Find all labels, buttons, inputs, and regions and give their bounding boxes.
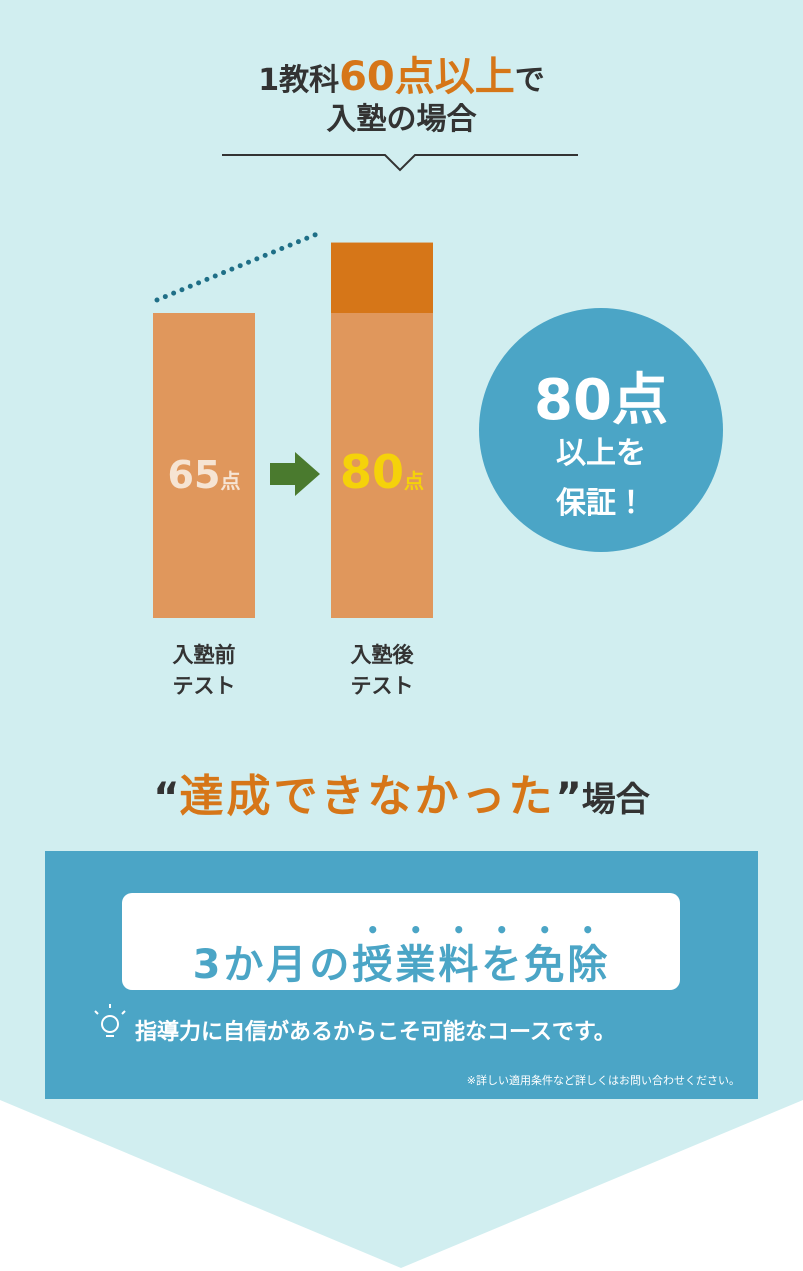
condition: “達成できなかった”場合	[0, 760, 803, 824]
score-value: 80	[340, 445, 404, 499]
score-unit: 点	[404, 469, 424, 493]
offer-note: 指導力に自信があるからこそ可能なコースです。	[135, 1020, 616, 1045]
header-line2: 入塾の場合	[326, 102, 477, 137]
bar-label: 入塾前	[173, 643, 236, 667]
header-line1: 1教科60点以上で	[0, 44, 803, 102]
header-text: で	[514, 63, 545, 98]
condition-tail: 場合	[581, 780, 650, 820]
score-value: 65	[168, 453, 221, 497]
offer-title-emphasis: 授業料を免除	[352, 942, 611, 988]
badge-text: 以上を	[556, 436, 646, 471]
quote: “	[153, 775, 180, 821]
connector	[154, 231, 321, 303]
offer-title-text: 3か月の	[192, 942, 353, 988]
header-emphasis: 60点以上	[339, 54, 515, 100]
score-unit: 点	[220, 469, 240, 493]
badge-text: 保証！	[556, 486, 646, 521]
disclaimer: ※詳しい適用条件など詳しくはお問い合わせください。	[466, 1074, 740, 1087]
bar	[153, 313, 255, 618]
bulb-icon	[94, 1004, 126, 1037]
offer-title: 3か月の授業料を免除	[0, 918, 803, 990]
bar-score: 65点	[168, 453, 241, 497]
bar-label: テスト	[173, 674, 236, 698]
bar-gain	[331, 242, 433, 313]
header-text: 1教科	[258, 63, 340, 98]
quote: ”	[555, 775, 582, 821]
bar-label: 入塾後	[351, 643, 415, 667]
bar-score: 80点	[340, 445, 424, 499]
offer-title-box	[122, 893, 680, 990]
divider	[222, 154, 578, 172]
badge-text: 80点	[534, 368, 668, 433]
arrow	[270, 452, 320, 496]
bar-label: テスト	[351, 674, 414, 698]
badge-circle	[479, 308, 723, 552]
condition-emphasis: 達成できなかった	[179, 771, 556, 822]
